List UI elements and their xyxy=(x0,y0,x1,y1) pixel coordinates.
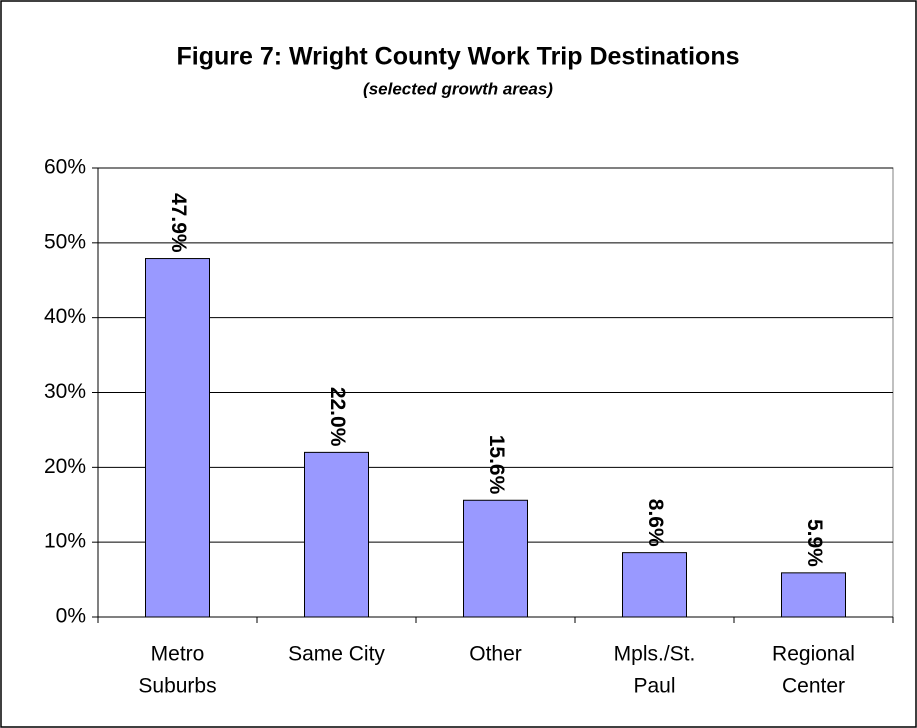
x-tick-label: Regional xyxy=(772,643,855,666)
bar xyxy=(463,499,528,618)
x-tick-label: Same City xyxy=(288,643,385,666)
x-tick-label: Paul xyxy=(633,675,675,698)
data-label: 15.6% xyxy=(485,435,508,495)
x-tick-label: Other xyxy=(469,643,522,666)
bar xyxy=(145,258,210,618)
bar xyxy=(622,552,687,618)
y-tick-label: 20% xyxy=(44,455,86,478)
chart-subtitle: (selected growth areas) xyxy=(363,79,553,98)
bar xyxy=(781,572,846,618)
y-tick-label: 10% xyxy=(44,530,86,553)
y-tick-label: 50% xyxy=(44,230,86,253)
x-tick-label: Center xyxy=(782,675,845,698)
x-tick-label: Mpls./St. xyxy=(614,643,696,666)
bar xyxy=(304,451,369,618)
chart-title: Figure 7: Wright County Work Trip Destin… xyxy=(177,43,740,71)
y-tick-label: 30% xyxy=(44,380,86,403)
x-tick-label: Suburbs xyxy=(138,675,216,698)
x-tick-label: Metro xyxy=(151,643,205,666)
data-label: 47.9% xyxy=(167,193,190,253)
y-tick-label: 40% xyxy=(44,305,86,328)
y-tick-label: 60% xyxy=(44,156,86,179)
data-label: 5.9% xyxy=(803,519,826,567)
y-tick-label: 0% xyxy=(56,605,86,628)
data-label: 22.0% xyxy=(326,387,349,447)
data-label: 8.6% xyxy=(644,499,667,547)
